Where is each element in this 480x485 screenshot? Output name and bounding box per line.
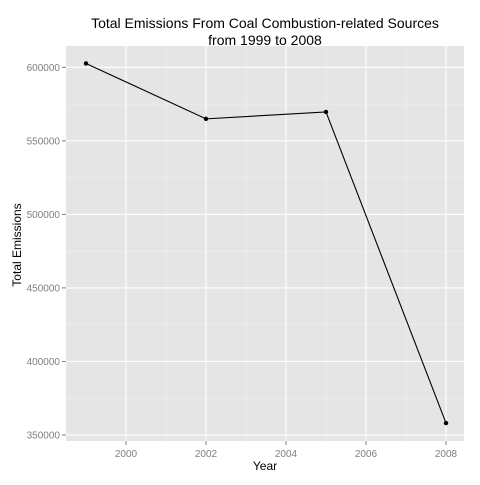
x-axis-title: Year xyxy=(253,459,277,473)
y-tick-label: 500000 xyxy=(27,210,61,221)
y-tick-label: 600000 xyxy=(27,63,61,74)
y-tick-label: 450000 xyxy=(27,283,61,294)
series-line xyxy=(85,62,447,424)
x-tick-label: 2008 xyxy=(435,449,458,460)
x-tick-label: 2002 xyxy=(195,449,218,460)
minor-gridlines xyxy=(66,46,464,441)
chart-title-line-1: Total Emissions From Coal Combustion-rel… xyxy=(91,15,439,31)
data-point xyxy=(203,116,209,122)
series-layer xyxy=(83,61,449,426)
y-axis: 350000 400000 450000 500000 550000 600000 xyxy=(27,63,66,441)
x-tick-label: 2000 xyxy=(115,449,138,460)
y-axis-title: Total Emissions xyxy=(10,203,24,286)
data-point xyxy=(83,61,89,66)
x-tick-label: 2004 xyxy=(275,449,298,460)
chart-title-line-2: from 1999 to 2008 xyxy=(208,32,322,48)
data-point xyxy=(443,420,449,426)
plot-panel xyxy=(66,46,464,441)
data-point xyxy=(323,109,329,115)
y-tick-label: 350000 xyxy=(27,430,61,441)
y-tick-label: 400000 xyxy=(27,357,61,368)
y-tick-label: 550000 xyxy=(27,136,61,147)
major-gridlines xyxy=(66,46,464,441)
x-axis: 2000 2002 2004 2006 2008 xyxy=(115,441,458,460)
x-tick-label: 2006 xyxy=(355,449,378,460)
